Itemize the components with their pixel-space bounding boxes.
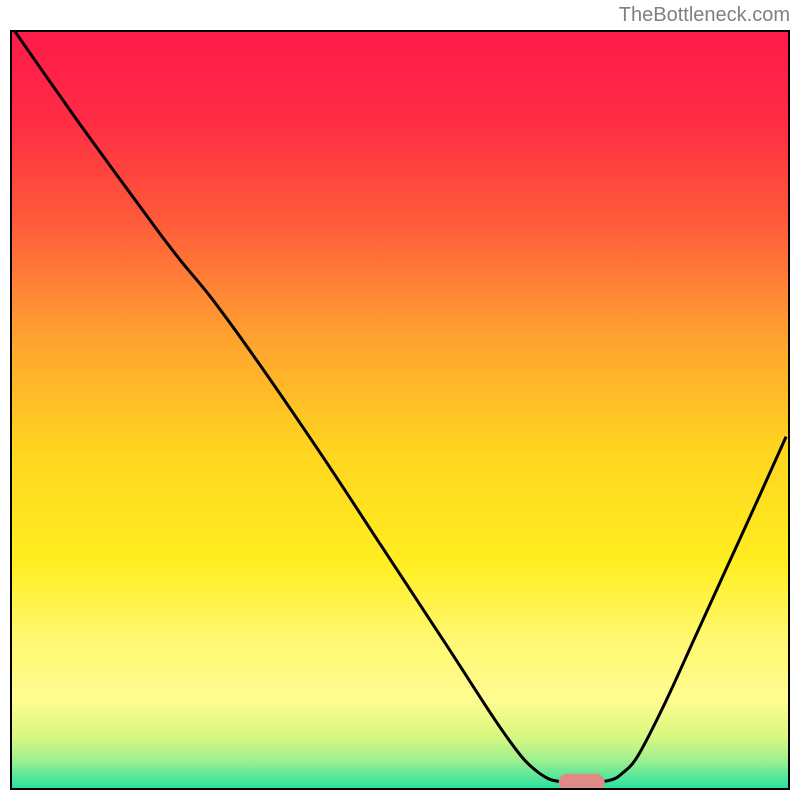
chart-svg: [10, 30, 790, 790]
bottleneck-chart: [10, 30, 790, 790]
chart-background: [10, 30, 790, 790]
optimal-marker: [559, 774, 605, 790]
watermark-text: TheBottleneck.com: [619, 4, 790, 27]
